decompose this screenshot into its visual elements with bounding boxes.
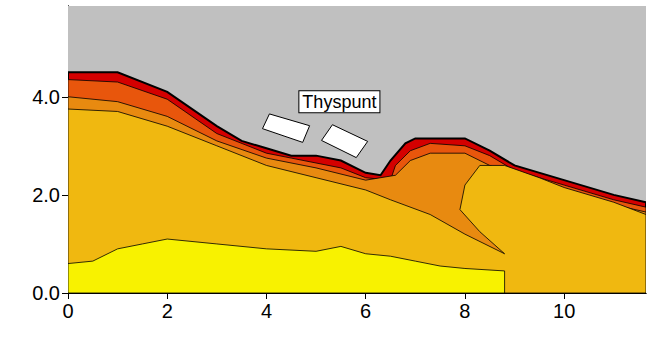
svg-text:2: 2 (162, 300, 173, 322)
svg-text:4.0: 4.0 (32, 86, 60, 108)
svg-text:6: 6 (360, 300, 371, 322)
svg-text:2.0: 2.0 (32, 184, 60, 206)
svg-text:10: 10 (553, 300, 575, 322)
svg-text:4: 4 (261, 300, 272, 322)
svg-text:0: 0 (62, 300, 73, 322)
svg-text:Thyspunt: Thyspunt (302, 92, 376, 112)
svg-text:8: 8 (459, 300, 470, 322)
svg-text:0.0: 0.0 (32, 282, 60, 304)
